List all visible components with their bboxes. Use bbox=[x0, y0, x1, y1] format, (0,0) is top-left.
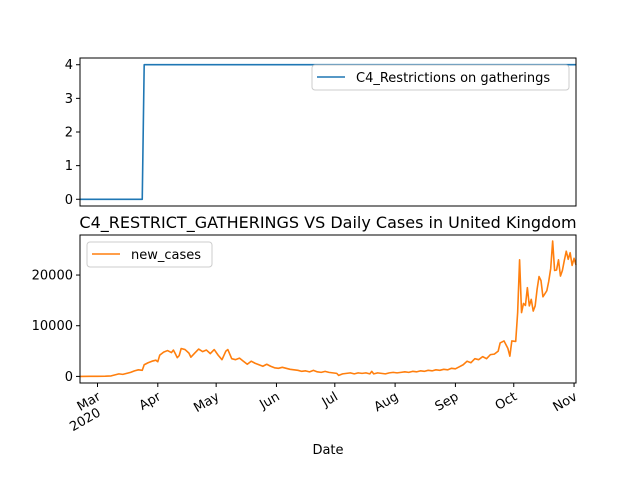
top-y-axis: 0 1 2 3 4 bbox=[65, 58, 80, 208]
top-y-tick-label: 1 bbox=[65, 159, 73, 174]
bottom-y-axis: 0 10000 20000 bbox=[32, 269, 80, 385]
top-legend-label: C4_Restrictions on gatherings bbox=[356, 71, 550, 86]
x-axis-title: Date bbox=[312, 443, 343, 458]
top-y-tick-label: 2 bbox=[65, 126, 73, 141]
bottom-y-tick-label: 0 bbox=[65, 370, 73, 385]
bottom-subplot: C4_RESTRICT_GATHERINGS VS Daily Cases in… bbox=[32, 213, 581, 458]
top-legend-box bbox=[311, 64, 570, 91]
bottom-y-tick-label: 20000 bbox=[32, 269, 73, 284]
top-y-tick-label: 4 bbox=[65, 58, 73, 73]
bottom-legend-label: new_cases bbox=[131, 248, 201, 263]
bottom-y-tick-label: 10000 bbox=[32, 319, 73, 334]
bottom-x-tick-label: Jul bbox=[319, 389, 341, 410]
top-subplot: 0 1 2 3 4 C4_Restrictions on gatherings bbox=[65, 57, 577, 208]
bottom-series-line-0 bbox=[79, 240, 577, 378]
top-legend: C4_Restrictions on gatherings bbox=[311, 64, 570, 91]
bottom-axes-frame bbox=[79, 234, 577, 384]
bottom-legend: new_cases bbox=[86, 241, 213, 268]
bottom-series-group bbox=[79, 240, 577, 378]
chart-title: C4_RESTRICT_GATHERINGS VS Daily Cases in… bbox=[79, 213, 576, 233]
top-y-tick-label: 3 bbox=[65, 92, 73, 107]
bottom-legend-box bbox=[86, 241, 213, 268]
top-y-tick-label: 0 bbox=[65, 193, 73, 208]
